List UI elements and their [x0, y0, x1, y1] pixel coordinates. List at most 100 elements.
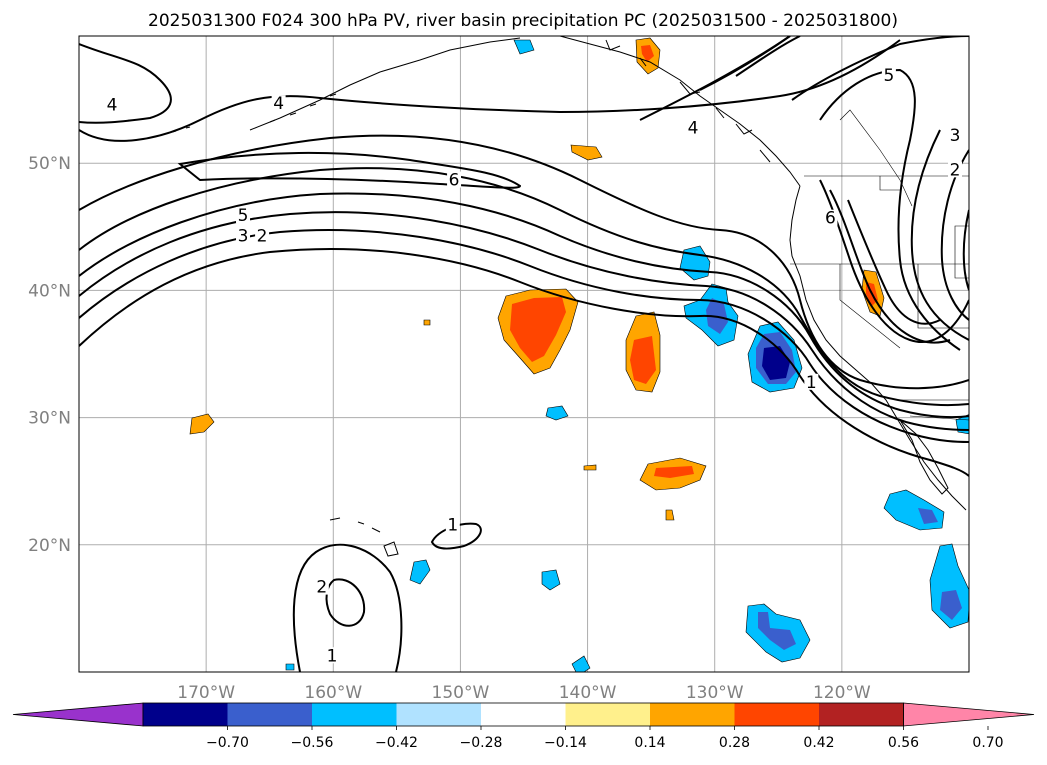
precip-patch-negative — [285, 663, 295, 671]
precip-patch-positive — [583, 464, 597, 471]
colorbar-segment — [481, 703, 566, 726]
pv-contour — [79, 192, 969, 419]
precip-patch-positive — [510, 297, 566, 362]
pv-contour-label: 2 — [950, 160, 961, 180]
pv-contours — [79, 36, 969, 672]
colorbar-segment — [312, 703, 397, 726]
contour-label-halo — [445, 516, 460, 533]
pv-contour-label: 4 — [273, 94, 284, 114]
colorbar-label: −0.70 — [206, 735, 249, 751]
precip-patch-positive — [641, 45, 654, 62]
pv-contour-label: 1 — [327, 646, 338, 666]
contour-label-halo — [823, 209, 838, 226]
colorbar-label: 0.28 — [719, 735, 750, 751]
pv-contour-label: 3 — [238, 227, 249, 247]
pv-contour — [292, 543, 403, 672]
contour-label-halo — [325, 647, 340, 664]
precip-patch-negative — [918, 508, 938, 524]
pv-contour — [910, 129, 969, 341]
precip-patch-negative — [758, 612, 796, 650]
pv-contour — [79, 248, 969, 477]
colorbar-frame — [142, 702, 904, 727]
precip-patch-negative — [571, 655, 591, 672]
contour-label-halo — [105, 96, 120, 113]
gridlines — [79, 36, 969, 672]
precip-patches — [189, 37, 969, 672]
contour-label-halo — [314, 578, 329, 595]
precip-patch-negative — [513, 39, 535, 55]
contour-label-halo — [236, 227, 251, 244]
pv-contour-label: 6 — [825, 209, 836, 229]
pv-contour-label: 3 — [950, 126, 961, 146]
contour-label-halo — [236, 207, 251, 224]
colorbar-segment — [734, 703, 819, 726]
pv-contour — [79, 39, 901, 142]
contour-label-halo — [881, 67, 896, 84]
pv-contour — [847, 199, 941, 325]
colorbar-extend-high — [903, 702, 1035, 727]
precip-patch-positive — [665, 509, 675, 521]
pv-contour — [79, 229, 969, 443]
pv-contour-label: 1 — [806, 373, 817, 393]
contour-label-halo — [271, 95, 286, 112]
contour-label-halo — [948, 127, 963, 144]
pv-contour-label: 4 — [688, 118, 699, 138]
colorbar-label: 0.70 — [972, 735, 1003, 751]
longitude-label: 130°W — [686, 683, 744, 703]
precip-patch-positive — [189, 413, 215, 435]
precip-patch-positive — [654, 466, 694, 478]
latitude-label: 20°N — [28, 536, 71, 556]
pv-contour — [79, 43, 172, 124]
precip-patch-negative — [409, 559, 431, 585]
contour-label-halo — [686, 119, 701, 136]
colorbar-label: 0.14 — [634, 735, 665, 751]
precip-patch-negative — [541, 569, 561, 591]
pv-contour — [819, 68, 961, 351]
colorbar-segment — [143, 703, 228, 726]
colorbar-label: −0.42 — [375, 735, 418, 751]
pv-contour-label: 5 — [883, 66, 894, 86]
map-title: 2025031300 F024 300 hPa PV, river basin … — [148, 11, 898, 31]
contour-label-halo — [804, 373, 819, 390]
colorbar-extend-low — [12, 702, 144, 727]
contour-label-halo — [447, 171, 462, 188]
pv-contour-label: 1 — [447, 515, 458, 535]
colorbar-segment — [650, 703, 735, 726]
latitude-labels: 50°N 40°N 30°N 20°N — [28, 154, 71, 556]
longitude-label: 140°W — [559, 683, 617, 703]
pv-contour-label: 2 — [257, 227, 268, 247]
longitude-label: 120°W — [813, 683, 871, 703]
precip-patch-negative — [545, 405, 569, 421]
colorbar-label: −0.14 — [544, 735, 587, 751]
pv-contour — [79, 211, 969, 431]
contour-label-halo — [948, 161, 963, 178]
pv-contour — [177, 151, 522, 189]
pv-contour — [829, 189, 951, 344]
pv-contour-label: 5 — [238, 206, 249, 226]
longitude-label: 150°W — [432, 683, 490, 703]
longitude-labels: 170°W 160°W 150°W 140°W 130°W 120°W — [177, 683, 871, 703]
colorbar-label: −0.28 — [460, 735, 503, 751]
precip-patch-positive — [630, 336, 656, 384]
pv-contour-label: 6 — [449, 171, 460, 191]
latitude-label: 50°N — [28, 154, 71, 174]
pv-contour — [79, 167, 969, 407]
colorbar: −0.70 −0.56 −0.42 −0.28 −0.14 0.14 0.28 0.42 0.5… — [12, 702, 1035, 751]
pv-contour — [699, 36, 801, 91]
longitude-label: 160°W — [304, 683, 362, 703]
precip-patch-positive — [570, 144, 603, 161]
colorbar-segment — [227, 703, 312, 726]
colorbar-label: −0.56 — [291, 735, 334, 751]
precip-patch-negative — [940, 590, 962, 620]
latitude-label: 40°N — [28, 281, 71, 301]
pv-contour — [79, 134, 969, 390]
colorbar-segment — [565, 703, 650, 726]
pv-contour — [962, 209, 969, 291]
latitude-label: 30°N — [28, 409, 71, 429]
pv-contour-label: 2 — [316, 578, 327, 598]
colorbar-label: 0.42 — [803, 735, 834, 751]
pv-contour-label: 4 — [107, 96, 118, 116]
